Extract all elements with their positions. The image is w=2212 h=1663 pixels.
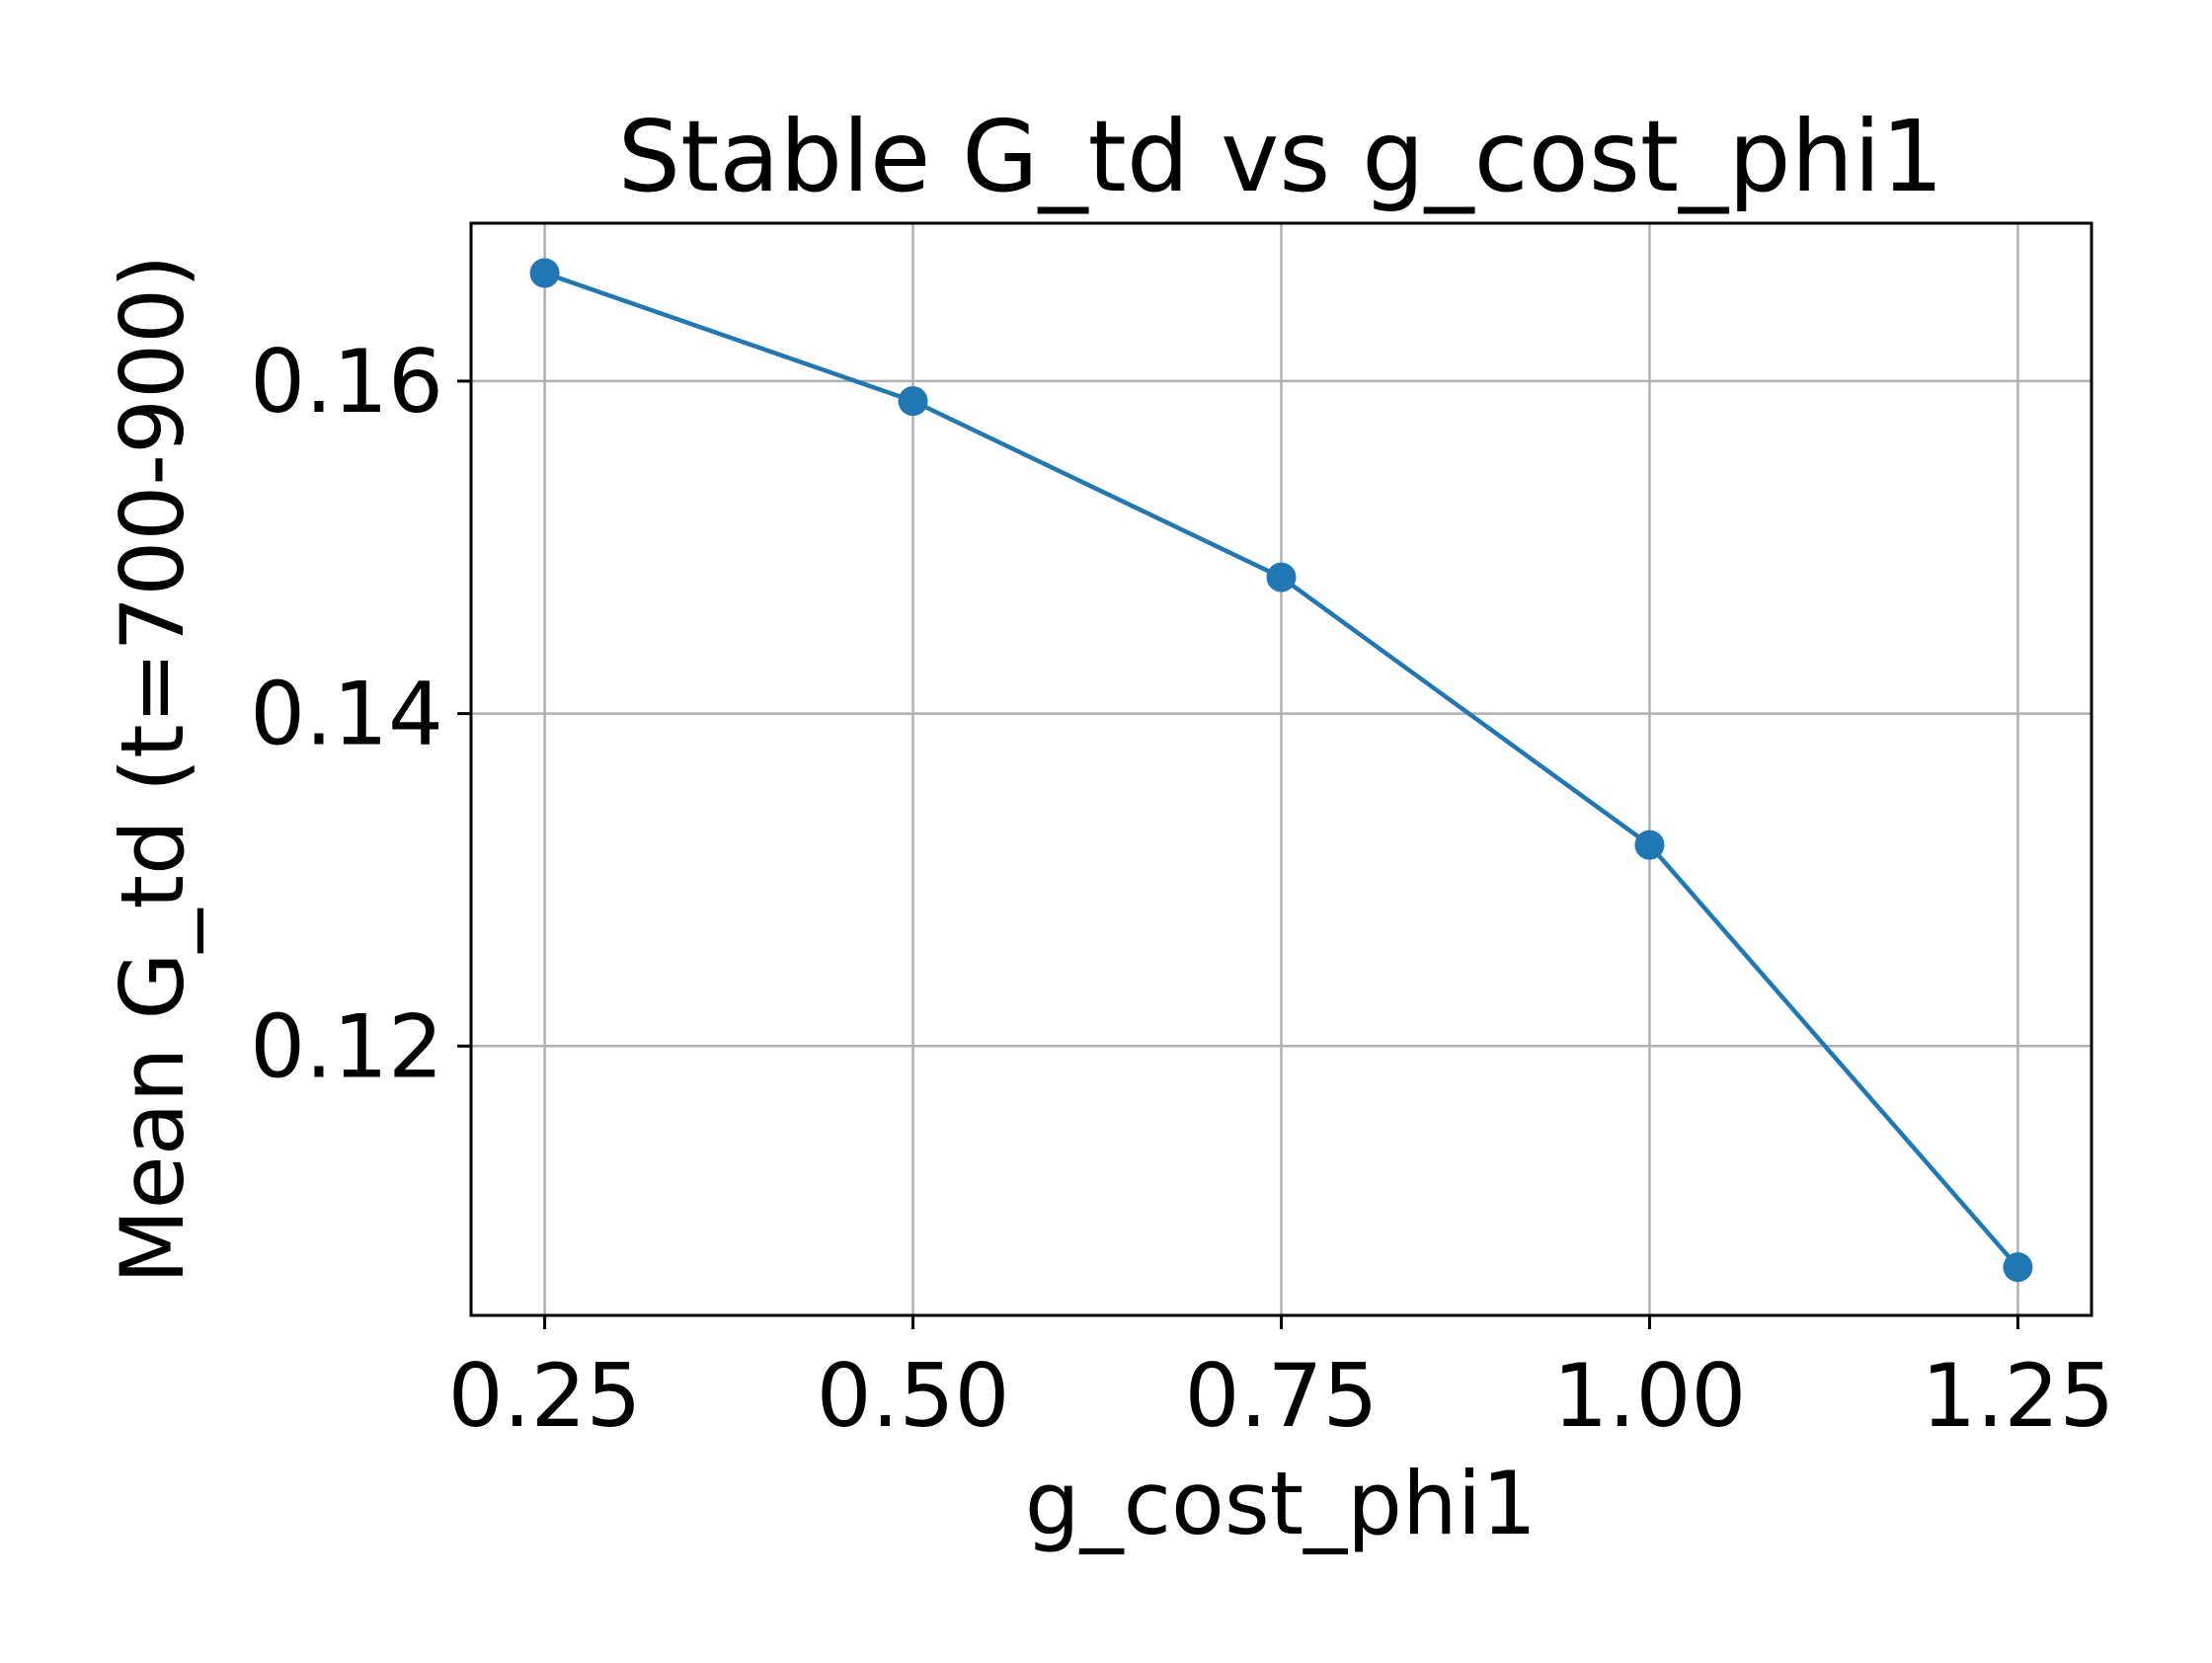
y-tick-label: 0.12 (250, 995, 443, 1097)
x-tick-label: 1.25 (1921, 1345, 2114, 1447)
y-axis-label: Mean G_td (t=700-900) (102, 255, 203, 1285)
x-tick-label: 0.25 (448, 1345, 642, 1447)
y-tick-label: 0.16 (250, 331, 443, 433)
x-axis-label: g_cost_phi1 (1025, 1453, 1538, 1554)
data-point-marker (1634, 830, 1665, 860)
series-markers (529, 258, 2033, 1283)
axis-ticks (457, 379, 2019, 1329)
tick-labels: 0.25 0.50 0.75 1.00 1.25 0.12 0.14 0.16 (250, 331, 2114, 1447)
data-point-marker (898, 386, 928, 417)
data-point-marker (529, 258, 560, 288)
data-point-marker (1266, 562, 1297, 593)
x-tick-label: 0.50 (817, 1345, 1010, 1447)
x-tick-label: 1.00 (1552, 1345, 1746, 1447)
data-point-marker (2003, 1252, 2033, 1283)
chart-title: Stable G_td vs g_cost_phi1 (618, 99, 1944, 214)
y-tick-label: 0.14 (250, 664, 443, 765)
x-tick-label: 0.75 (1185, 1345, 1379, 1447)
grid-lines (471, 223, 2092, 1315)
